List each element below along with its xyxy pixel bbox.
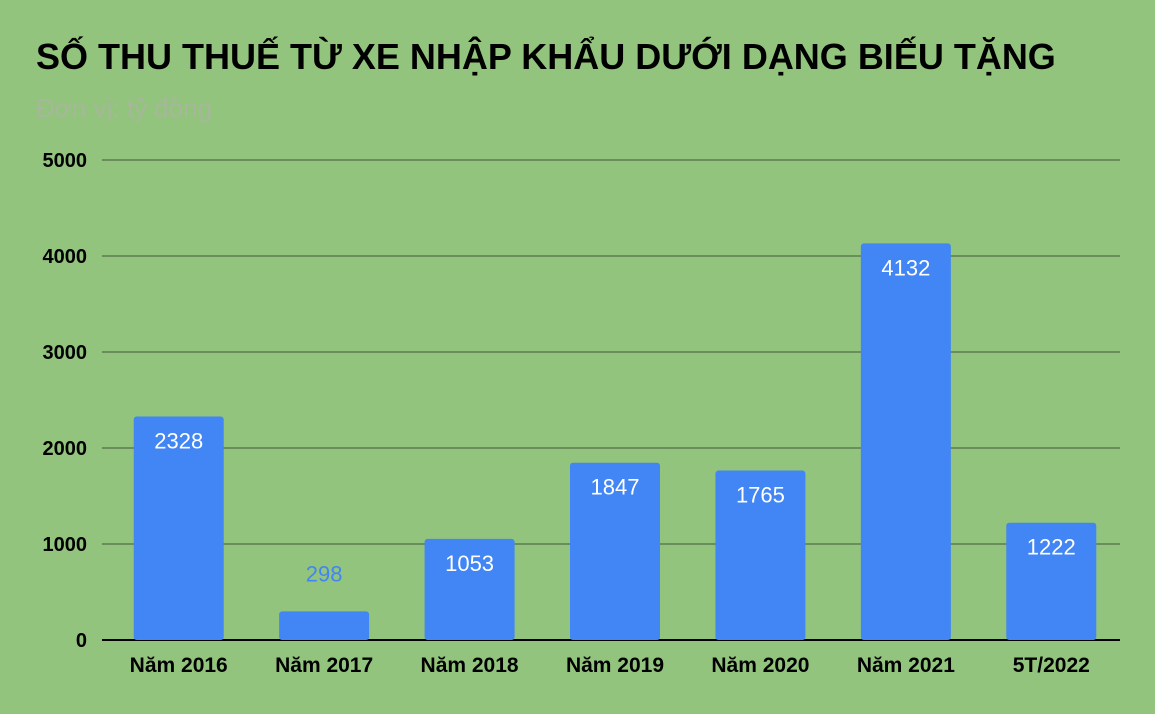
x-tick-label: Năm 2017 (275, 654, 373, 677)
data-label: 298 (306, 561, 343, 586)
data-label: 4132 (881, 255, 930, 280)
bar (860, 243, 951, 640)
x-tick-label: Năm 2021 (857, 654, 955, 677)
x-tick-label: Năm 2016 (130, 654, 228, 677)
data-label: 1765 (736, 483, 785, 508)
x-tick-label: Năm 2019 (566, 654, 664, 677)
x-tick-label: Năm 2020 (711, 654, 809, 677)
bar (715, 470, 806, 640)
bar (133, 416, 224, 640)
y-tick-label: 5000 (43, 150, 88, 172)
y-tick-label: 4000 (43, 246, 88, 268)
bar (279, 611, 370, 640)
bar (1006, 522, 1097, 640)
data-label: 2328 (154, 429, 203, 454)
x-tick-label: 5T/2022 (1013, 654, 1090, 677)
bar (570, 462, 660, 640)
y-tick-label: 2000 (43, 438, 88, 460)
bar (424, 538, 515, 640)
x-tick-label: Năm 2018 (421, 654, 519, 677)
y-tick-label: 0 (76, 630, 87, 652)
data-label: 1847 (591, 475, 640, 500)
chart-subtitle: Đơn vị: tỷ đồng (36, 93, 213, 123)
y-tick-label: 3000 (43, 342, 88, 364)
y-tick-label: 1000 (43, 534, 88, 556)
chart-title: SỐ THU THUẾ TỪ XE NHẬP KHẨU DƯỚI DẠNG BI… (36, 36, 1056, 77)
data-label: 1222 (1027, 535, 1076, 560)
data-label: 1053 (445, 551, 494, 576)
